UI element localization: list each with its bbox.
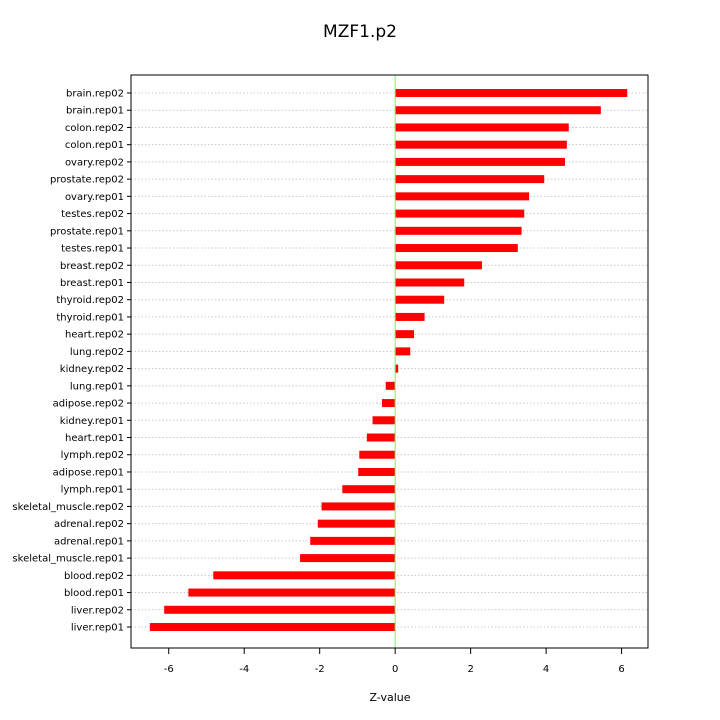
- bar: [358, 467, 396, 476]
- bar: [164, 605, 396, 614]
- bar: [321, 502, 396, 511]
- bar: [395, 364, 399, 373]
- y-tick-label: breast.rep02: [60, 261, 124, 272]
- y-tick-label: kidney.rep02: [60, 364, 124, 375]
- y-tick-label: lung.rep02: [70, 347, 124, 358]
- bar: [395, 192, 530, 201]
- bar: [395, 244, 518, 253]
- x-tick-label: 2: [467, 664, 473, 675]
- y-tick-label: adrenal.rep01: [54, 536, 124, 547]
- y-tick-label: brain.rep01: [66, 106, 124, 117]
- bar: [395, 261, 482, 270]
- bar: [395, 347, 411, 356]
- y-tick-label: ovary.rep02: [65, 157, 124, 168]
- bar: [395, 312, 425, 321]
- x-tick-label: 6: [618, 664, 624, 675]
- bar: [395, 330, 415, 339]
- y-tick-label: breast.rep01: [60, 278, 124, 289]
- y-tick-label: adipose.rep02: [53, 399, 124, 410]
- bar: [310, 536, 396, 545]
- bar: [395, 226, 522, 235]
- y-tick-label: thyroid.rep01: [56, 312, 124, 323]
- x-tick-label: -6: [164, 664, 174, 675]
- bar: [359, 450, 396, 459]
- y-tick-label: testes.rep01: [61, 244, 124, 255]
- y-tick-label: heart.rep02: [65, 330, 124, 341]
- bar: [395, 175, 545, 184]
- bar: [395, 278, 465, 287]
- bar: [188, 588, 396, 597]
- bar: [149, 623, 396, 631]
- y-tick-label: blood.rep02: [64, 571, 124, 582]
- y-tick-label: blood.rep01: [64, 588, 124, 599]
- y-tick-label: lymph.rep01: [61, 485, 124, 496]
- x-axis-title: Z-value: [369, 691, 411, 704]
- y-tick-label: prostate.rep02: [50, 175, 124, 186]
- bar: [381, 399, 396, 408]
- bar: [395, 89, 628, 97]
- y-tick-label: ovary.rep01: [65, 192, 124, 203]
- bar: [317, 519, 396, 528]
- bar: [342, 485, 396, 494]
- bar: [395, 157, 565, 166]
- y-tick-label: kidney.rep01: [60, 416, 124, 427]
- x-tick-label: -4: [239, 664, 249, 675]
- y-tick-label: liver.rep02: [71, 605, 124, 616]
- chart-title: MZF1.p2: [323, 22, 397, 42]
- bar: [395, 295, 445, 304]
- bar: [395, 209, 525, 218]
- x-tick-label: 0: [392, 664, 398, 675]
- bar: [385, 381, 396, 390]
- bar: [300, 554, 396, 563]
- bar: [213, 571, 396, 580]
- y-tick-label: liver.rep01: [71, 623, 124, 634]
- y-tick-label: adrenal.rep02: [54, 519, 124, 530]
- y-tick-label: thyroid.rep02: [56, 295, 124, 306]
- plot-frame: [130, 74, 649, 649]
- y-tick-label: lymph.rep02: [61, 450, 124, 461]
- y-tick-label: lung.rep01: [70, 381, 124, 392]
- bar: [395, 140, 567, 149]
- x-tick-label: -2: [315, 664, 325, 675]
- y-tick-label: brain.rep02: [66, 89, 124, 100]
- x-tick-label: 4: [543, 664, 549, 675]
- y-tick-label: prostate.rep01: [50, 226, 124, 237]
- y-tick-label: colon.rep02: [65, 123, 124, 134]
- bar: [395, 123, 569, 132]
- y-tick-label: adipose.rep01: [53, 467, 124, 478]
- y-tick-label: testes.rep02: [61, 209, 124, 220]
- bar: [366, 433, 396, 442]
- y-tick-label: skeletal_muscle.rep02: [12, 502, 124, 513]
- bar: [395, 106, 601, 115]
- y-tick-label: colon.rep01: [65, 140, 124, 151]
- y-tick-label: heart.rep01: [65, 433, 124, 444]
- y-tick-label: skeletal_muscle.rep01: [12, 554, 124, 565]
- bar: [372, 416, 396, 425]
